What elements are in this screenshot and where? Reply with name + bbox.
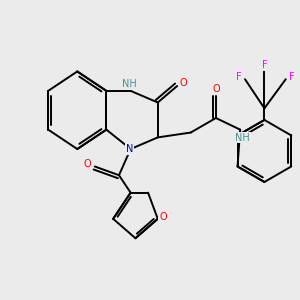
Text: F: F bbox=[289, 72, 295, 82]
Text: F: F bbox=[262, 60, 267, 70]
Text: F: F bbox=[236, 72, 242, 82]
Text: NH: NH bbox=[122, 80, 137, 89]
Text: N: N bbox=[126, 144, 133, 154]
Text: NH: NH bbox=[236, 133, 250, 142]
Text: O: O bbox=[212, 84, 220, 94]
Text: O: O bbox=[180, 78, 188, 88]
Text: O: O bbox=[159, 212, 167, 222]
Text: O: O bbox=[83, 159, 91, 169]
